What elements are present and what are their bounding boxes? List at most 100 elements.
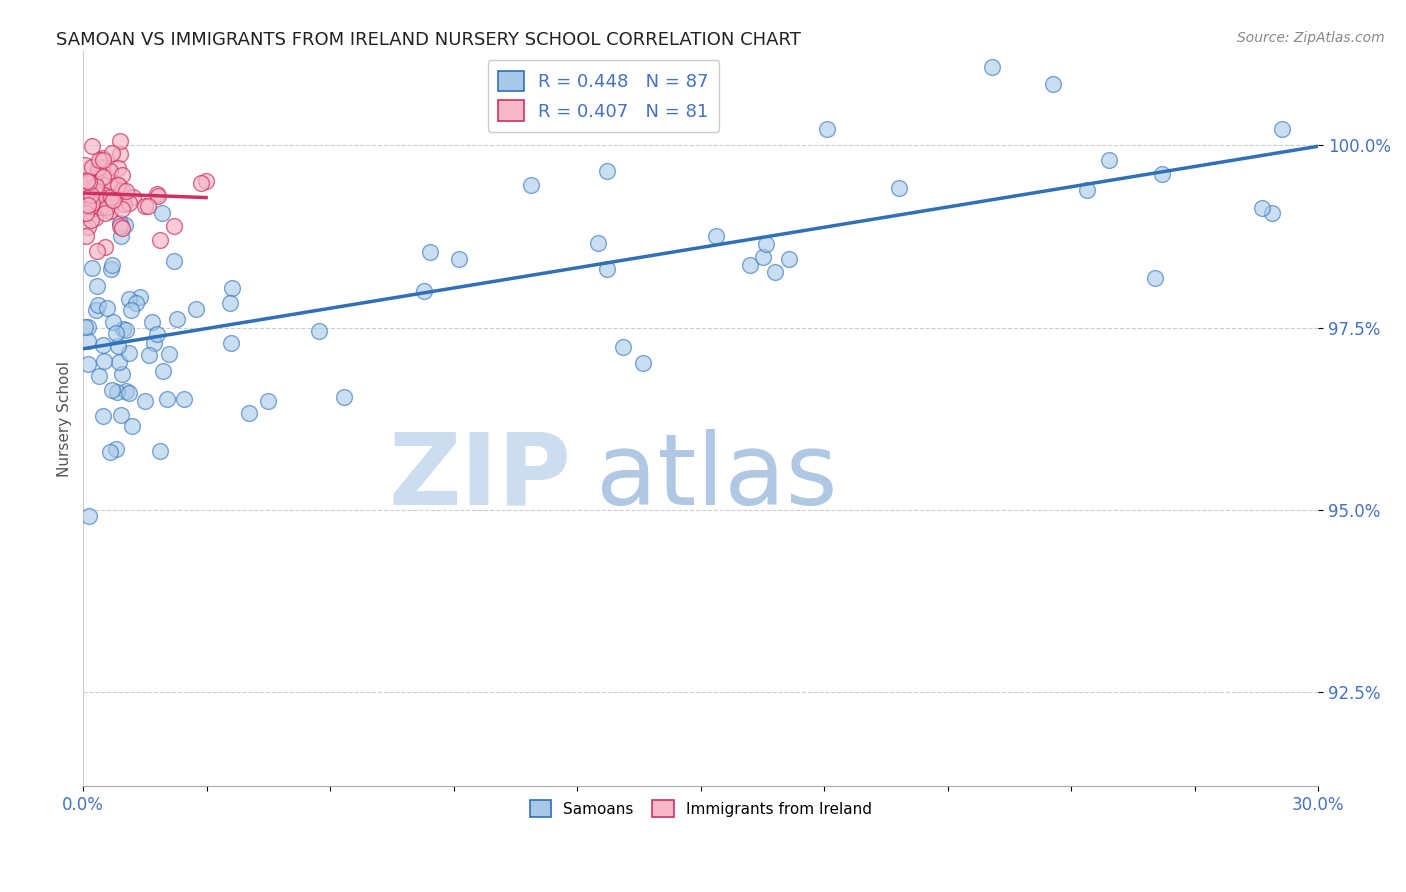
Point <box>1098 153 1121 167</box>
Point <box>76 198 98 212</box>
Point <box>120 303 142 318</box>
Point <box>107 339 129 353</box>
Point <box>107 161 129 176</box>
Point <box>163 253 186 268</box>
Point <box>76 219 98 234</box>
Point <box>157 347 180 361</box>
Point <box>612 339 634 353</box>
Point <box>105 384 128 399</box>
Point <box>125 296 148 310</box>
Point <box>76 183 98 197</box>
Point <box>520 178 543 192</box>
Point <box>134 393 156 408</box>
Point <box>101 146 124 161</box>
Point <box>111 220 134 235</box>
Point <box>136 199 159 213</box>
Text: atlas: atlas <box>596 429 838 526</box>
Point <box>80 139 103 153</box>
Point <box>110 147 132 161</box>
Point <box>221 336 243 351</box>
Point <box>238 406 260 420</box>
Point <box>257 393 280 408</box>
Point <box>156 392 179 407</box>
Point <box>101 258 124 272</box>
Legend: Samoans, Immigrants from Ireland: Samoans, Immigrants from Ireland <box>520 790 882 827</box>
Point <box>129 290 152 304</box>
Point <box>631 355 654 369</box>
Point <box>105 326 128 341</box>
Point <box>80 198 103 212</box>
Point <box>87 161 110 175</box>
Point <box>107 178 129 193</box>
Point <box>333 391 356 405</box>
Point <box>75 186 97 201</box>
Point <box>755 236 778 251</box>
Point <box>118 385 141 400</box>
Point <box>75 176 97 190</box>
Point <box>419 245 441 260</box>
Point <box>75 199 97 213</box>
Point <box>221 280 243 294</box>
Point <box>1076 183 1098 197</box>
Point <box>195 174 218 188</box>
Point <box>111 168 134 182</box>
Point <box>82 195 104 210</box>
Point <box>93 151 115 165</box>
Point <box>118 346 141 360</box>
Point <box>111 202 134 217</box>
Point <box>77 334 100 348</box>
Point <box>87 153 110 167</box>
Point <box>96 200 118 214</box>
Point <box>449 252 471 267</box>
Point <box>1152 167 1174 181</box>
Point <box>101 177 124 191</box>
Text: Source: ZipAtlas.com: Source: ZipAtlas.com <box>1237 31 1385 45</box>
Point <box>94 240 117 254</box>
Point <box>77 319 100 334</box>
Point <box>98 203 121 218</box>
Point <box>98 445 121 459</box>
Point <box>89 200 111 214</box>
Point <box>77 175 100 189</box>
Point <box>91 409 114 424</box>
Point <box>121 418 143 433</box>
Point <box>112 322 135 336</box>
Point <box>166 312 188 326</box>
Point <box>190 176 212 190</box>
Point <box>83 201 105 215</box>
Point <box>588 236 610 251</box>
Point <box>118 293 141 307</box>
Point <box>82 260 104 275</box>
Point <box>111 367 134 381</box>
Point <box>76 357 98 371</box>
Point <box>96 301 118 316</box>
Point <box>778 252 800 266</box>
Point <box>77 181 100 195</box>
Text: SAMOAN VS IMMIGRANTS FROM IRELAND NURSERY SCHOOL CORRELATION CHART: SAMOAN VS IMMIGRANTS FROM IRELAND NURSER… <box>56 31 801 49</box>
Point <box>108 355 131 369</box>
Point <box>101 315 124 329</box>
Point <box>146 186 169 201</box>
Point <box>83 191 105 205</box>
Point <box>752 250 775 264</box>
Point <box>80 198 103 212</box>
Point <box>110 228 132 243</box>
Point <box>89 197 111 211</box>
Point <box>86 244 108 259</box>
Point <box>142 335 165 350</box>
Text: ZIP: ZIP <box>388 429 571 526</box>
Point <box>740 258 762 272</box>
Point <box>152 364 174 378</box>
Point <box>75 229 97 244</box>
Point <box>111 183 134 197</box>
Point <box>141 315 163 329</box>
Point <box>89 368 111 383</box>
Point <box>84 179 107 194</box>
Point <box>110 408 132 422</box>
Point <box>93 187 115 202</box>
Point <box>1271 122 1294 136</box>
Point <box>91 200 114 214</box>
Point <box>184 301 207 316</box>
Point <box>114 184 136 198</box>
Point <box>80 213 103 227</box>
